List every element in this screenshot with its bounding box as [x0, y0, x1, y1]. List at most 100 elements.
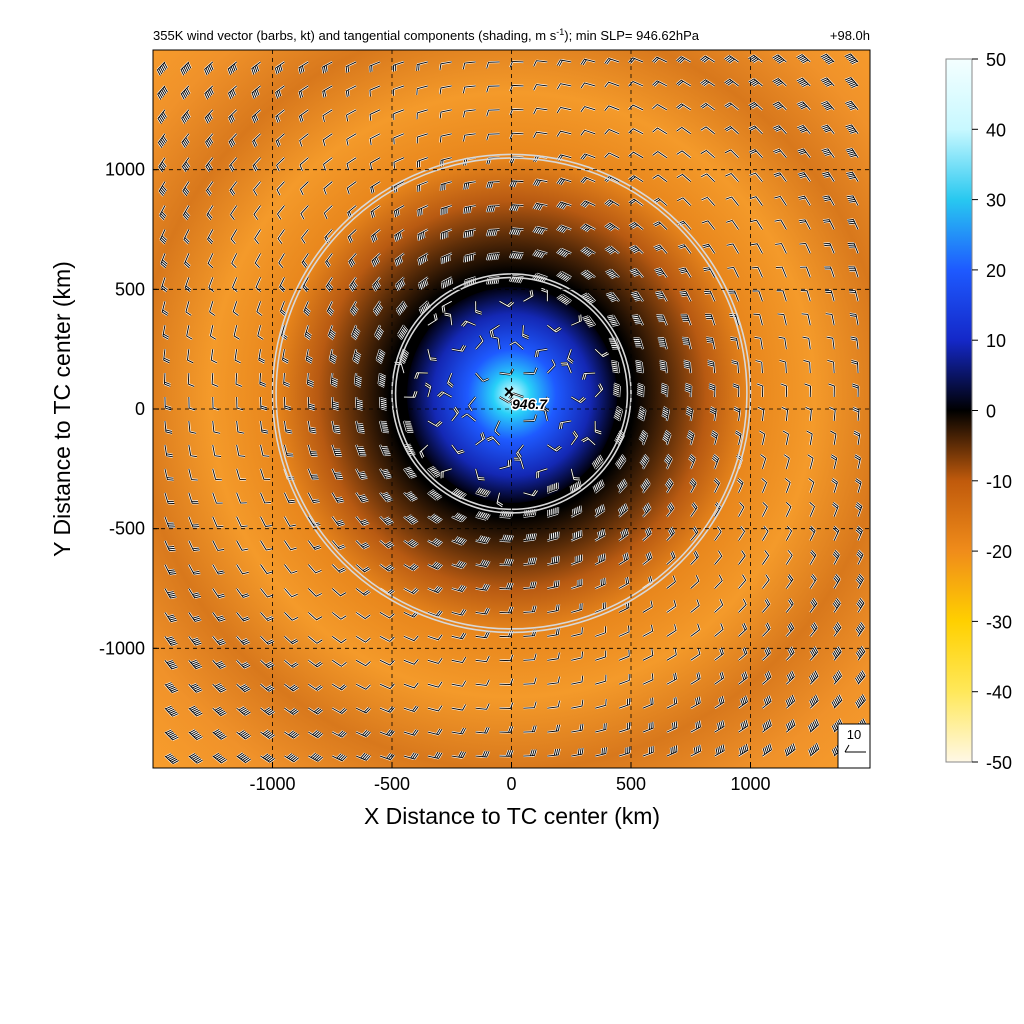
wind-barb [666, 721, 678, 734]
wind-barb [808, 477, 815, 494]
wind-barb [594, 528, 606, 542]
wind-barb [467, 396, 477, 412]
wind-barb [424, 381, 432, 398]
wind-barb [417, 252, 429, 266]
wind-barb [666, 648, 678, 662]
wind-barb [307, 587, 323, 598]
wind-barb [256, 324, 264, 341]
wind-barb [618, 527, 629, 542]
wind-barb [535, 467, 548, 479]
wind-barb [322, 132, 333, 147]
wind-barb [282, 373, 291, 388]
wind-barb [251, 85, 262, 100]
wind-barb [761, 598, 771, 614]
wind-barb [570, 627, 584, 638]
wind-barb [259, 706, 276, 716]
wind-barb [509, 108, 524, 116]
wind-barb [427, 313, 439, 327]
wind-barb [163, 420, 173, 435]
wind-barb [451, 560, 467, 570]
wind-barb [797, 147, 812, 159]
wind-barb [734, 429, 743, 446]
wind-barb [820, 53, 835, 66]
wind-barb [852, 406, 861, 422]
wind-barb [705, 313, 716, 326]
wind-barb [610, 360, 621, 374]
wind-barb [633, 337, 645, 350]
wind-barb [207, 276, 215, 293]
wind-barb [451, 512, 467, 523]
wind-barb [523, 581, 538, 590]
wind-barb [233, 324, 241, 341]
wind-barb [203, 61, 215, 76]
wind-barb [805, 406, 813, 422]
wind-barb [283, 420, 293, 435]
wind-barb [211, 587, 226, 599]
wind-barb [299, 204, 310, 220]
wind-barb [809, 621, 819, 638]
wind-barb [635, 359, 645, 374]
wind-barb [462, 108, 476, 118]
wind-barb [211, 373, 219, 388]
wind-barb [701, 196, 716, 207]
wind-barb [666, 599, 677, 614]
wind-barb [513, 457, 525, 470]
wind-barb [737, 501, 745, 518]
wind-barb [440, 300, 453, 313]
wind-barb [348, 276, 358, 293]
wind-barb [499, 459, 512, 470]
wind-barb [347, 228, 357, 244]
wind-barb [761, 694, 773, 710]
wind-barb [368, 60, 381, 73]
wind-barb [212, 752, 228, 764]
wind-barb [235, 659, 251, 670]
wind-barb [571, 699, 584, 710]
wind-barb [731, 359, 740, 374]
wind-barb [523, 749, 538, 758]
wind-barb [581, 292, 596, 305]
wind-barb [617, 478, 628, 494]
wind-barb [522, 289, 535, 303]
wind-barb [181, 157, 191, 173]
wind-barb [331, 683, 348, 691]
wind-barb [331, 420, 341, 434]
wind-barb [689, 526, 699, 542]
wind-barb [729, 313, 740, 326]
wind-barb [821, 147, 836, 159]
wind-barb [618, 746, 631, 758]
wind-barb [515, 444, 525, 460]
wind-barb [594, 602, 607, 614]
wind-barb [371, 252, 381, 268]
wind-barb [416, 204, 429, 217]
wind-barb [323, 228, 334, 244]
wind-barb [259, 516, 272, 528]
wind-barb [846, 194, 860, 207]
wind-barb [307, 611, 323, 621]
wind-barb [157, 133, 168, 149]
wind-barb [283, 540, 297, 551]
wind-barb [749, 195, 764, 207]
wind-barb [547, 604, 561, 614]
wind-barb [618, 576, 630, 590]
wind-barb [440, 228, 453, 240]
wind-barb [355, 752, 372, 762]
wind-barb [228, 156, 238, 173]
wind-barb [800, 289, 812, 302]
wind-barb [379, 515, 394, 526]
wind-barb [798, 195, 812, 207]
wind-barb [299, 156, 310, 172]
wind-barb [475, 726, 491, 735]
wind-barb [571, 747, 585, 758]
wind-barb [642, 673, 655, 686]
wind-barb [773, 171, 788, 183]
wind-barb [186, 349, 194, 364]
wind-barb [331, 707, 348, 715]
wind-barb [848, 289, 860, 302]
wind-barb [187, 444, 198, 458]
wind-barb [615, 454, 627, 470]
wind-barb [379, 635, 396, 643]
wind-barb [180, 85, 191, 100]
wind-barb [558, 419, 572, 430]
wind-barb [773, 148, 788, 159]
wind-barb [689, 477, 698, 494]
